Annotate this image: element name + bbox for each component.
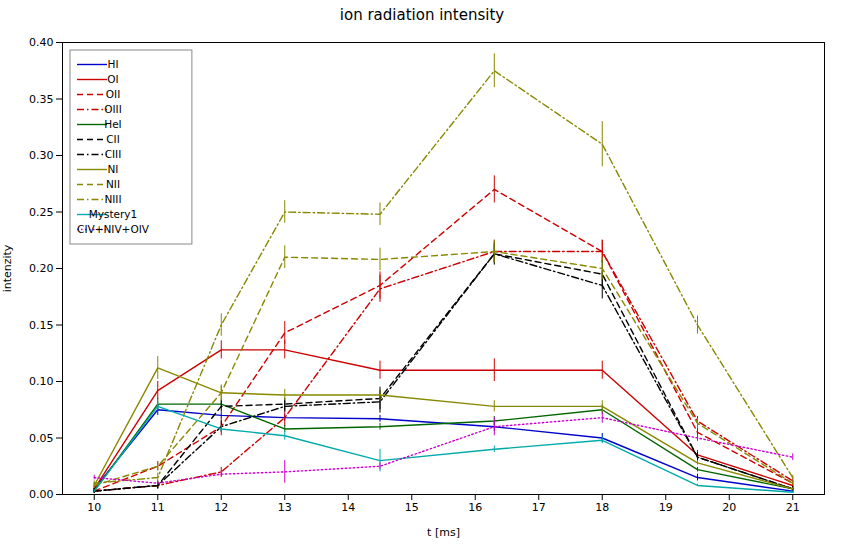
svg-text:0.00: 0.00 (29, 488, 54, 501)
svg-text:0.15: 0.15 (29, 319, 54, 332)
svg-text:0.20: 0.20 (29, 262, 54, 275)
svg-text:10: 10 (87, 501, 101, 514)
svg-text:OII: OII (106, 88, 120, 100)
svg-text:0.25: 0.25 (29, 206, 54, 219)
svg-text:13: 13 (278, 501, 292, 514)
svg-text:0.05: 0.05 (29, 432, 54, 445)
svg-text:12: 12 (214, 501, 228, 514)
svg-text:NI: NI (108, 163, 119, 175)
svg-text:t [ms]: t [ms] (427, 526, 460, 539)
svg-text:11: 11 (151, 501, 165, 514)
svg-text:21: 21 (786, 501, 800, 514)
svg-text:CIV+NIV+OIV: CIV+NIV+OIV (77, 223, 150, 235)
svg-text:Mystery1: Mystery1 (89, 208, 138, 220)
svg-text:NIII: NIII (104, 193, 121, 205)
svg-text:0.10: 0.10 (29, 375, 54, 388)
svg-text:HeI: HeI (104, 118, 121, 130)
svg-text:18: 18 (595, 501, 609, 514)
svg-text:0.35: 0.35 (29, 93, 54, 106)
svg-text:CIII: CIII (105, 148, 122, 160)
svg-text:HI: HI (108, 58, 119, 70)
svg-text:0.40: 0.40 (29, 36, 54, 49)
html-text:ion radiation intensity: ion radiation intensity (339, 6, 505, 24)
svg-text:OI: OI (107, 73, 118, 85)
svg-text:17: 17 (532, 501, 546, 514)
svg-text:20: 20 (722, 501, 736, 514)
svg-text:0.30: 0.30 (29, 149, 54, 162)
svg-text:intenzity: intenzity (1, 244, 14, 292)
svg-text:CII: CII (106, 133, 120, 145)
svg-text:OIII: OIII (104, 103, 122, 115)
svg-text:16: 16 (468, 501, 482, 514)
svg-text:19: 19 (659, 501, 673, 514)
svg-text:15: 15 (405, 501, 419, 514)
svg-text:NII: NII (106, 178, 120, 190)
svg-text:14: 14 (341, 501, 355, 514)
